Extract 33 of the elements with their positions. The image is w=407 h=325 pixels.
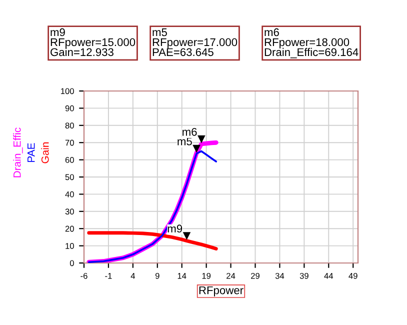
annotation: m9 (168, 224, 182, 233)
x-tick-label: -1 (105, 273, 112, 279)
y-tick-label: 20 (65, 226, 74, 232)
y-tick-label: 90 (65, 105, 74, 112)
x-tick-label: 19 (202, 272, 211, 279)
x-axis-title: RFpower (199, 286, 244, 296)
x-tick-label: 49 (348, 272, 358, 279)
y-tick-label: 40 (65, 191, 74, 198)
y-tick-label: 70 (65, 140, 74, 146)
y-tick-label: 10 (66, 243, 74, 249)
y-tick-label: 60 (65, 157, 74, 163)
y-tick-label: 0 (70, 260, 74, 266)
x-tick-label: 24 (226, 272, 236, 279)
text: Gain (41, 142, 49, 164)
y-tick-label: 80 (65, 122, 74, 128)
y-tick-label: 50 (65, 174, 74, 180)
text: m9 RFpower=15.000 Gain=12.933 (50, 28, 136, 56)
x-tick-label: 29 (251, 272, 260, 279)
y-tick-label: 30 (65, 208, 74, 214)
x-tick-label: 39 (300, 272, 308, 279)
text: m6 RFpower=18.000 Drain_Effic=69.164 (264, 28, 358, 58)
x-tick-label: -6 (80, 272, 88, 279)
line-series (87, 231, 218, 250)
x-tick-label: 9 (155, 272, 160, 279)
text: m5 RFpower=17.000 PAE=63.645 (152, 28, 238, 56)
x-tick-label: 14 (178, 273, 186, 279)
x-tick-label: 34 (275, 272, 284, 279)
text: Drain_Effic (13, 128, 23, 178)
annotation: m6 (182, 128, 197, 136)
x-tick-label: 4 (130, 273, 135, 279)
y-tick-label: 100 (61, 88, 74, 94)
text: PAE (28, 143, 35, 162)
x-tick-label: 44 (324, 273, 334, 279)
